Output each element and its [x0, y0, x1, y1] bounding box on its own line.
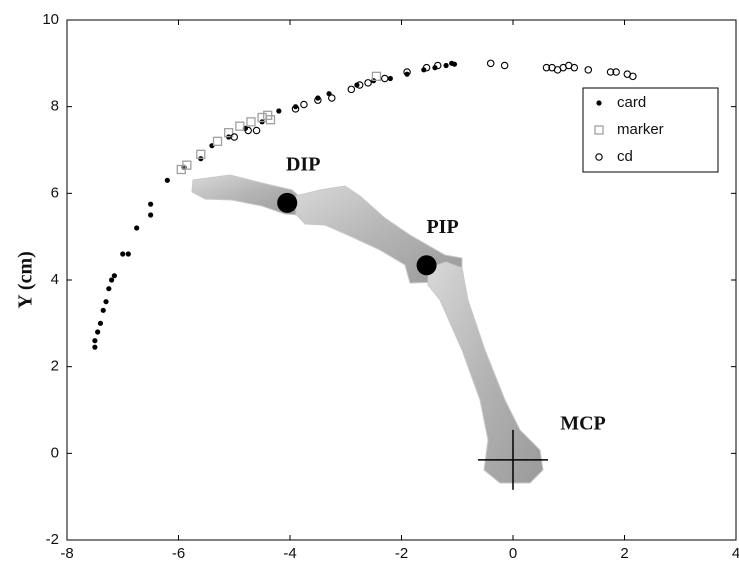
data-point [103, 299, 109, 305]
legend-label: marker [617, 121, 664, 138]
data-point [291, 105, 300, 113]
y-tick-label: 0 [51, 444, 59, 461]
legend-symbol [596, 100, 602, 106]
data-point [570, 63, 579, 72]
legend-label: card [617, 94, 646, 111]
data-point [148, 201, 154, 207]
data-point [451, 61, 458, 67]
legend-box [582, 87, 719, 173]
joint-marker [277, 192, 298, 213]
y-tick-label: 2 [51, 358, 59, 375]
finger-bones [191, 174, 544, 484]
data-point [355, 81, 364, 89]
data-point [314, 96, 322, 104]
data-point [371, 71, 382, 81]
data-point [584, 66, 593, 74]
data-point [92, 344, 98, 350]
data-point [246, 117, 256, 127]
data-point [106, 286, 112, 292]
data-point [97, 320, 104, 326]
y-tick-label: 10 [42, 11, 59, 28]
data-point [422, 63, 431, 72]
legend-label: cd [617, 148, 633, 165]
data-point [182, 160, 192, 170]
data-point [125, 251, 131, 257]
y-tick-label: -2 [46, 531, 59, 548]
data-point [92, 338, 98, 344]
data-point [276, 108, 282, 114]
data-point [387, 75, 393, 82]
x-tick-label: 2 [620, 545, 628, 562]
y-tick-label: 4 [51, 271, 59, 288]
data-point [443, 62, 449, 69]
joint-cross [478, 429, 548, 490]
data-point [542, 63, 551, 72]
x-tick-label: -8 [60, 545, 73, 562]
data-point [252, 126, 261, 135]
data-point [433, 61, 442, 70]
data-point [486, 59, 495, 68]
data-point [235, 121, 245, 131]
data-point [364, 79, 372, 87]
data-point [111, 273, 117, 279]
data-point [109, 277, 115, 283]
data-point [328, 94, 336, 102]
data-point [244, 126, 252, 135]
x-tick-label: 4 [732, 545, 739, 562]
annotation: DIP [286, 153, 320, 175]
annotation: MCP [560, 412, 606, 434]
legend-symbol [595, 153, 603, 161]
proximal-phalanx [427, 261, 544, 484]
data-point [265, 115, 276, 125]
distal-phalanx [191, 174, 301, 216]
data-point [196, 149, 206, 159]
data-point [120, 251, 126, 257]
annotation: PIP [426, 216, 458, 238]
data-point [629, 72, 637, 81]
data-point [606, 68, 615, 76]
y-tick-label: 6 [51, 184, 59, 201]
data-point [500, 61, 509, 70]
x-tick-label: -2 [395, 545, 408, 562]
data-point [403, 68, 411, 76]
data-point [134, 225, 140, 231]
data-point [100, 307, 106, 313]
data-point [612, 68, 620, 76]
x-tick-label: -6 [172, 545, 185, 562]
data-point [300, 100, 308, 109]
data-point [95, 329, 101, 335]
joint-marker [416, 255, 437, 276]
y-axis-label: Y (cm) [15, 251, 37, 309]
data-point [212, 136, 223, 146]
data-point [230, 133, 239, 141]
x-tick-label: 0 [509, 545, 517, 562]
data-point [381, 74, 389, 83]
data-point [148, 212, 154, 218]
legend-symbol [594, 125, 604, 135]
y-tick-label: 8 [51, 98, 59, 115]
x-tick-label: -4 [283, 545, 296, 562]
data-point [164, 177, 170, 183]
data-point [224, 128, 234, 138]
data-point [347, 85, 356, 94]
